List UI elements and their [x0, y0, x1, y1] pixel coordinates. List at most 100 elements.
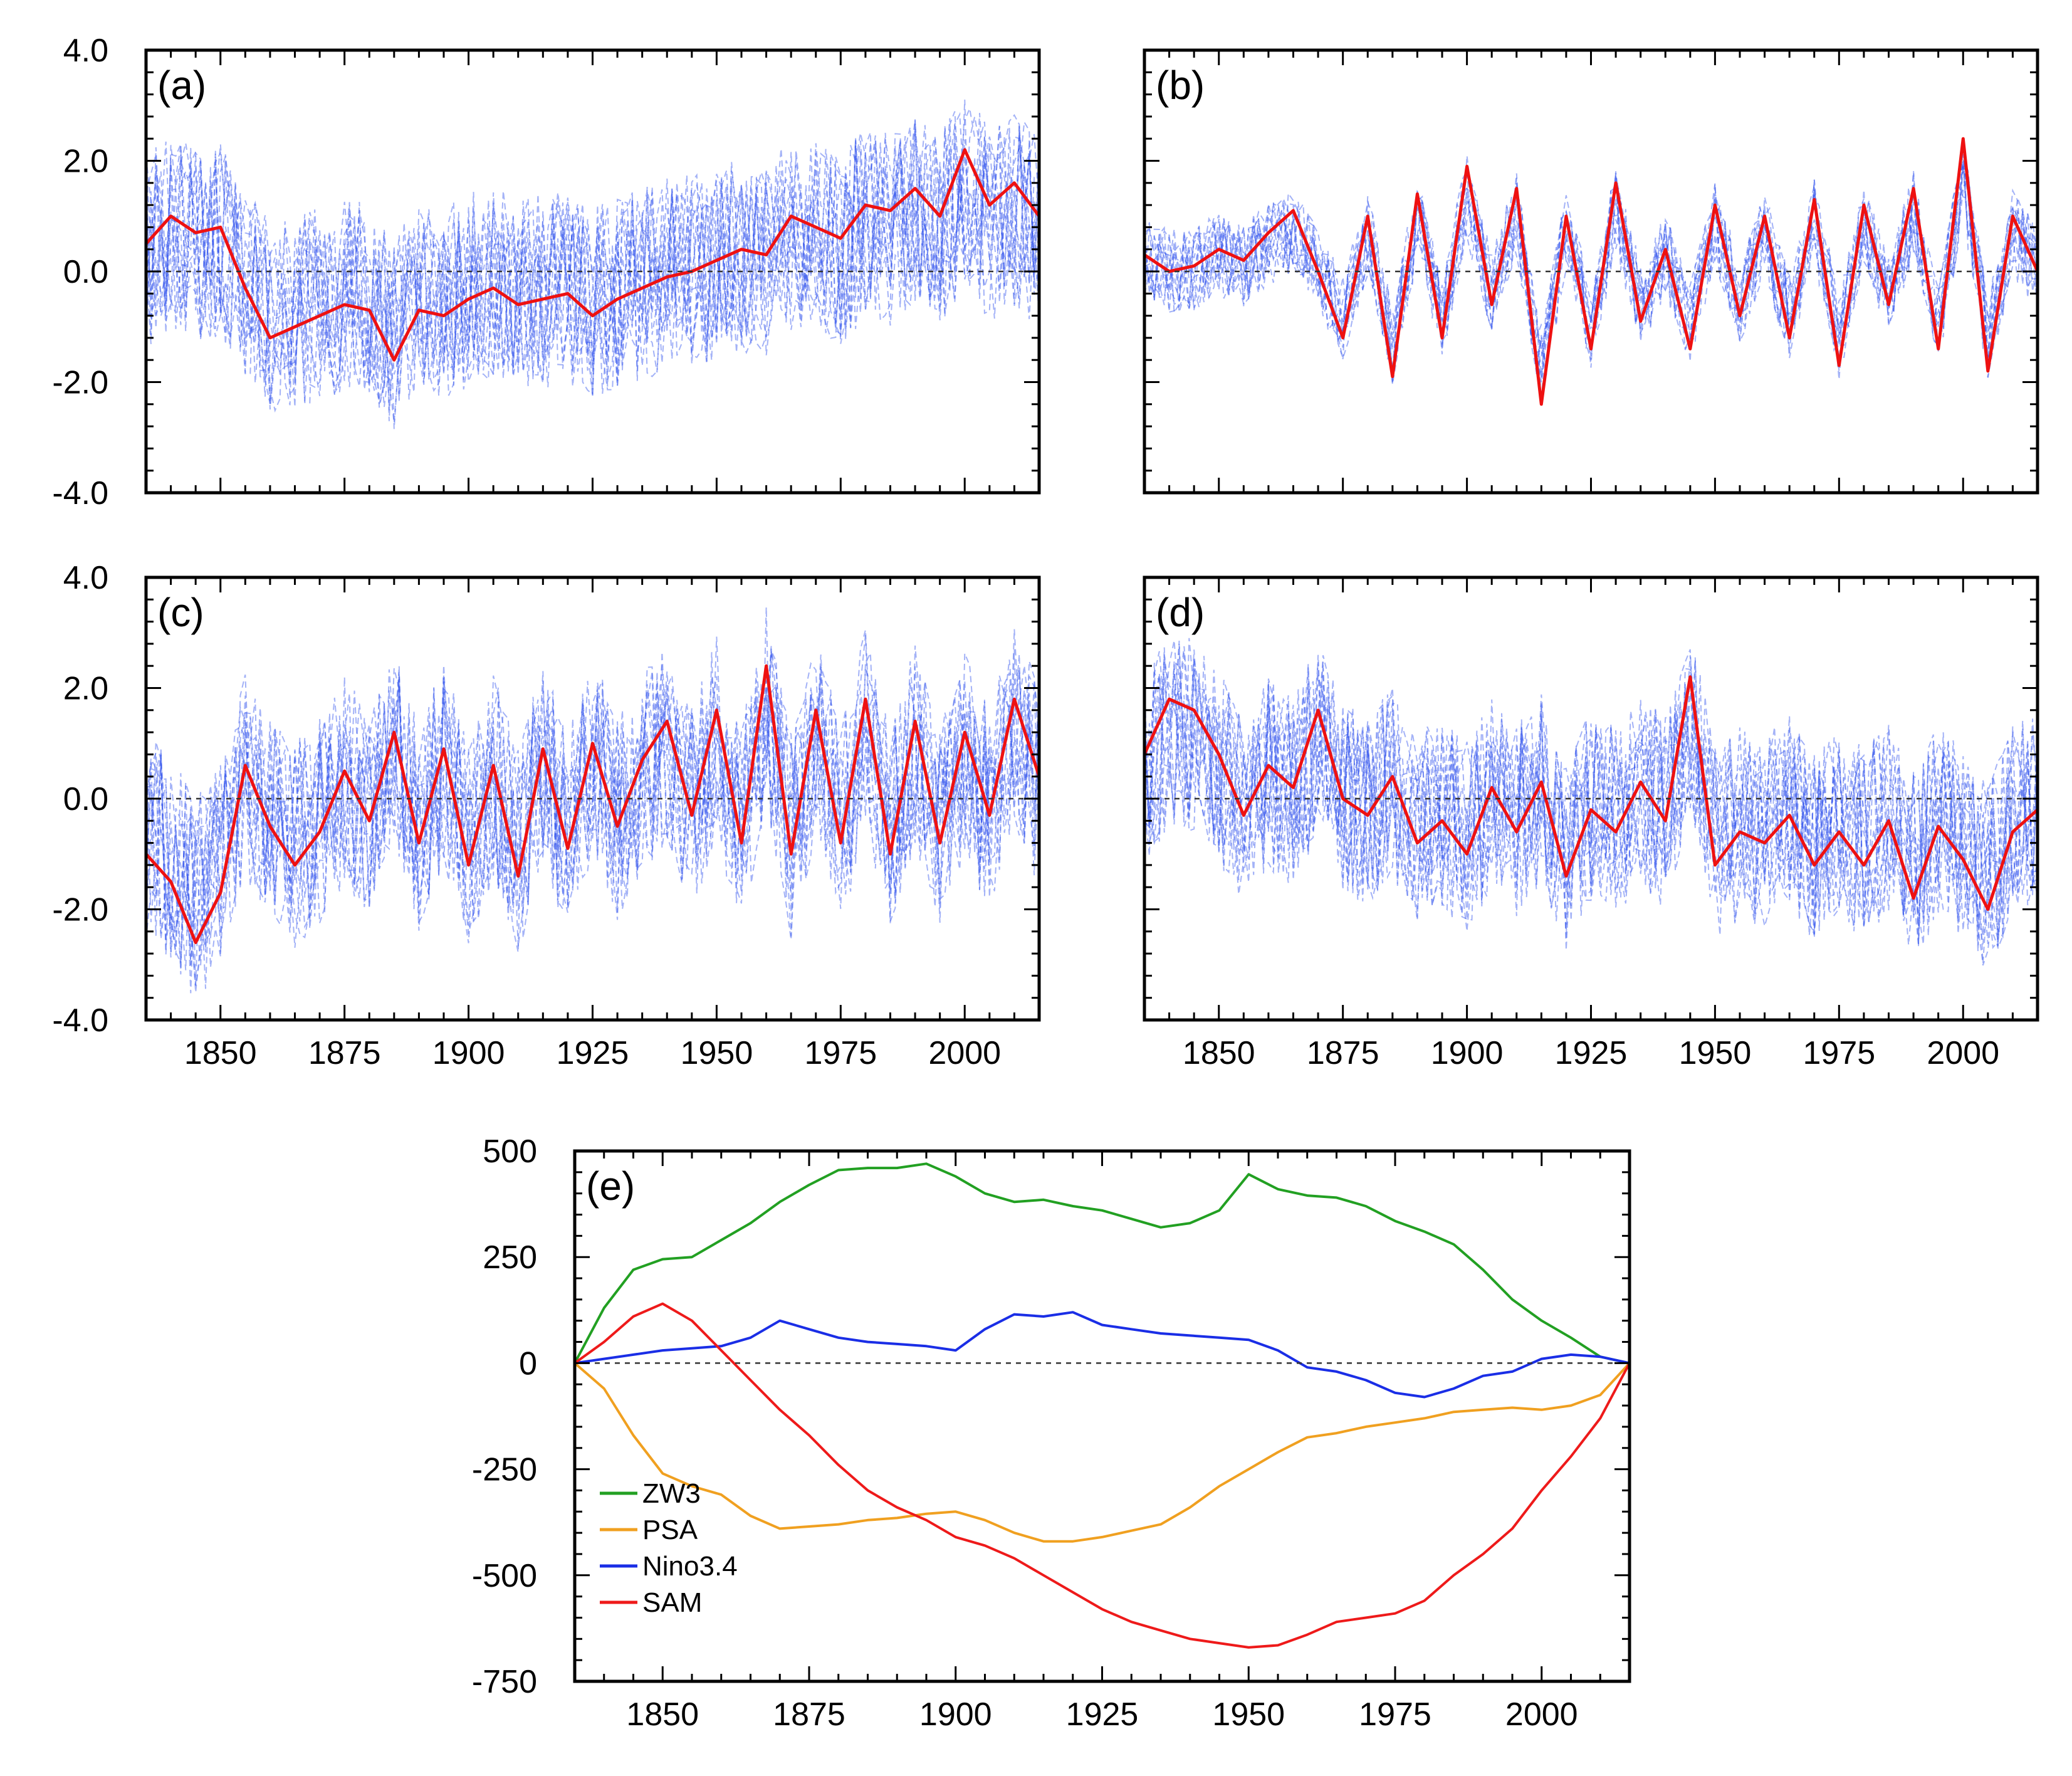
x-tick-label: 1950 — [1212, 1696, 1285, 1733]
x-tick-label: 1975 — [1359, 1696, 1431, 1733]
ensemble-member-line — [1144, 165, 2038, 404]
ensemble-member-line — [1144, 166, 2038, 384]
ensemble-member-line — [146, 636, 1039, 975]
x-tick-label: 1925 — [1066, 1696, 1139, 1733]
ensemble-member-line — [1144, 646, 2038, 935]
x-tick-label: 1850 — [626, 1696, 699, 1733]
ensemble-member-line — [1144, 140, 2038, 385]
ensemble-member-line — [146, 607, 1039, 985]
x-tick-label: 1925 — [1555, 1035, 1628, 1071]
ensemble-member-line — [1144, 647, 2038, 927]
ensemble-member-line — [146, 629, 1039, 992]
series-line-observed — [146, 664, 1039, 944]
ensemble-member-line — [1144, 638, 2038, 939]
ensemble-member-line — [146, 112, 1039, 423]
y-tick-label: 500 — [483, 1133, 537, 1170]
panel-label: (a) — [157, 63, 206, 108]
ensemble-member-line — [1144, 654, 2038, 964]
legend-label: PSA — [642, 1515, 698, 1545]
ensemble-member-line — [1144, 174, 2038, 382]
panel-label: (c) — [157, 590, 204, 635]
y-tick-label: 2.0 — [63, 144, 108, 180]
y-tick-label: 250 — [483, 1239, 537, 1276]
plot-area — [1144, 137, 2038, 406]
plot-area — [146, 99, 1039, 429]
legend-label: SAM — [642, 1587, 702, 1618]
ensemble-member-line — [1144, 640, 2038, 952]
y-tick-label: 4.0 — [63, 560, 108, 596]
x-tick-label: 2000 — [928, 1035, 1001, 1071]
ensemble-member-line — [146, 650, 1039, 955]
panel-label: (e) — [586, 1164, 635, 1209]
panel-c: 1850 1875 1900 1925 1950 1975 2000 4.0 2.0 0.0 -2.… — [52, 560, 1041, 1071]
ensemble-member-line — [1144, 171, 2038, 352]
ensemble-member-line — [1144, 138, 2038, 365]
ensemble-member-line — [146, 665, 1039, 965]
panel-label: (d) — [1156, 590, 1205, 635]
ensemble-member-line — [146, 648, 1039, 970]
plot-area — [146, 607, 1039, 994]
panel-b: (b) — [1143, 48, 2039, 495]
series-line-nino3-4 — [575, 1311, 1630, 1399]
legend-label: ZW3 — [642, 1478, 701, 1509]
legend-label: Nino3.4 — [642, 1551, 738, 1582]
y-tick-label: 0.0 — [63, 254, 108, 290]
y-tick-label: -750 — [472, 1664, 537, 1700]
ensemble-member-line — [1144, 162, 2038, 378]
ensemble-member-line — [146, 120, 1039, 404]
x-tick-label: 1850 — [184, 1035, 257, 1071]
y-tick-label: 4.0 — [63, 33, 108, 69]
ensemble-member-line — [146, 120, 1039, 421]
x-tick-label: 2000 — [1505, 1696, 1578, 1733]
series-line-observed — [1144, 137, 2038, 406]
series-line-observed — [146, 148, 1039, 362]
plot-area — [1144, 638, 2038, 966]
ensemble-member-line — [1144, 644, 2038, 945]
x-tick-label: 1850 — [1183, 1035, 1255, 1071]
ensemble-member-line — [146, 118, 1039, 395]
x-tick-label: 1950 — [1679, 1035, 1752, 1071]
ensemble-member-line — [146, 654, 1039, 963]
x-tick-label: 1950 — [681, 1035, 753, 1071]
y-tick-label: -500 — [472, 1558, 537, 1594]
ensemble-member-line — [1144, 166, 2038, 380]
y-tick-label: -2.0 — [52, 365, 108, 401]
x-tick-label: 1875 — [1307, 1035, 1379, 1071]
ensemble-member-line — [1144, 655, 2038, 947]
series-line-psa — [575, 1362, 1630, 1543]
y-tick-label: -4.0 — [52, 475, 108, 512]
ensemble-member-line — [146, 635, 1039, 986]
panel-a: 4.0 2.0 0.0 -2.0 -4.0 (a) — [52, 33, 1041, 512]
x-tick-label: 1900 — [432, 1035, 505, 1071]
x-tick-label: 1875 — [308, 1035, 381, 1071]
y-tick-label: 0 — [519, 1345, 537, 1382]
series-line-sam — [575, 1302, 1630, 1649]
ensemble-member-line — [146, 113, 1039, 407]
panel-d: 1850 1875 1900 1925 1950 1975 2000 (d) — [1143, 575, 2039, 1071]
y-tick-label: -250 — [472, 1452, 537, 1488]
series-line-observed — [1144, 675, 2038, 911]
y-tick-label: 0.0 — [63, 781, 108, 817]
y-tick-label: -4.0 — [52, 1002, 108, 1039]
ensemble-member-line — [1144, 172, 2038, 379]
ensemble-member-line — [146, 629, 1039, 994]
series-line-zw3 — [575, 1162, 1630, 1365]
ensemble-member-line — [146, 125, 1039, 429]
x-tick-label: 1975 — [1803, 1035, 1875, 1071]
y-tick-label: -2.0 — [52, 892, 108, 928]
x-tick-label: 1900 — [1431, 1035, 1504, 1071]
ensemble-member-line — [146, 652, 1039, 968]
ensemble-member-line — [1144, 166, 2038, 376]
panel-label: (b) — [1156, 63, 1205, 108]
panel-e: 1850 1875 1900 1925 1950 1975 2000 500 250 0 -250 -… — [472, 1133, 1631, 1733]
x-tick-label: 1900 — [919, 1696, 992, 1733]
ensemble-member-line — [146, 117, 1039, 410]
x-tick-label: 2000 — [1927, 1035, 1999, 1071]
ensemble-member-line — [1144, 668, 2038, 948]
ensemble-member-line — [1144, 649, 2038, 949]
ensemble-member-line — [146, 654, 1039, 989]
x-tick-label: 1925 — [557, 1035, 629, 1071]
x-tick-label: 1975 — [804, 1035, 877, 1071]
ensemble-member-line — [146, 135, 1039, 399]
